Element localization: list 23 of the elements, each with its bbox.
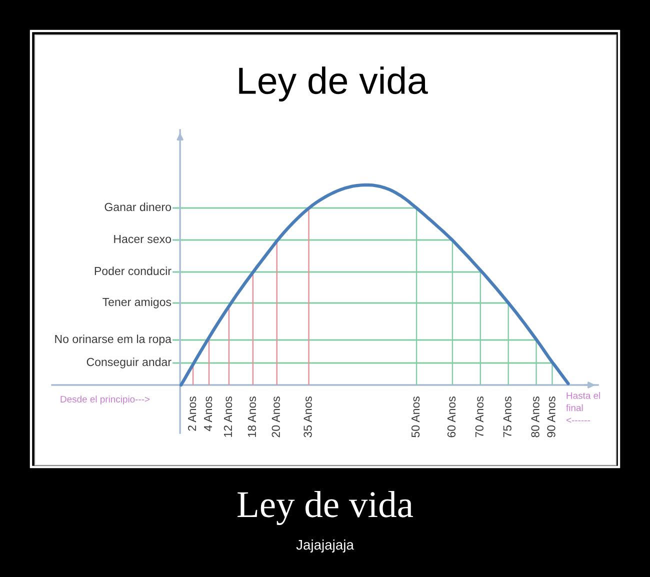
chart-title: Ley de vida — [239, 66, 428, 102]
ref-line-label: No orinarse em la ropa — [55, 334, 172, 346]
text: Jajajajaja — [296, 540, 354, 552]
text: Desde el principio---> — [60, 396, 150, 404]
text: Hasta el final <------ — [566, 392, 600, 423]
ref-line-label: Hacer sexo — [114, 235, 172, 244]
x-tick-label: 18 Anos — [248, 396, 256, 437]
x-tick-label: 80 Anos — [531, 396, 540, 438]
x-tick-label: 20 Anos — [272, 396, 280, 438]
x-tick-label: 2 Anos — [188, 396, 196, 431]
x-tick-label: 60 Anos — [447, 396, 456, 438]
x-tick-label: 75 Anos — [503, 396, 512, 438]
x-tick-label: 70 Anos — [475, 396, 484, 438]
ref-line-label: Conseguir andar — [86, 358, 172, 368]
ref-line-label: Tener amigos — [102, 298, 172, 308]
x-tick-label: 12 Anos — [224, 396, 232, 437]
ref-line-label: Poder conducir — [94, 266, 172, 276]
ref-line-label: Ganar dinero — [104, 202, 172, 212]
x-tick-label: 90 Anos — [547, 396, 556, 438]
text: Ley de vida — [238, 490, 413, 526]
x-tick-label: 50 Anos — [411, 396, 420, 438]
x-tick-label: 4 Anos — [204, 396, 212, 432]
x-tick-label: 35 Anos — [304, 396, 312, 438]
